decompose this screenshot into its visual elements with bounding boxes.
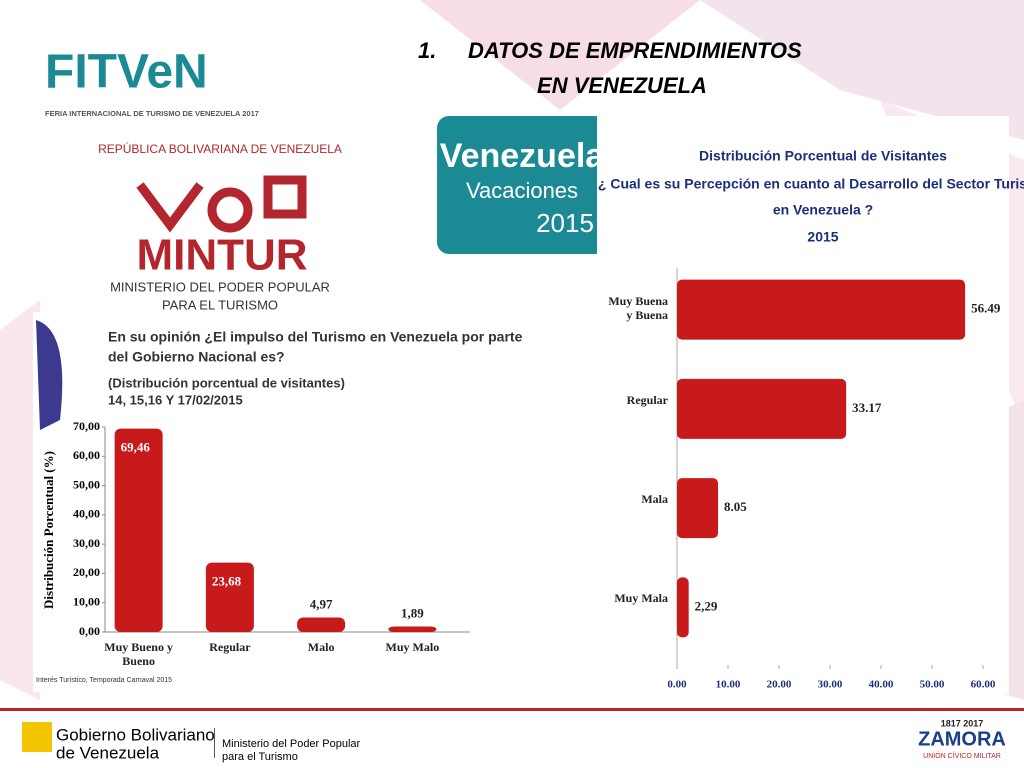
category-label: Muy Mala xyxy=(614,591,668,606)
divider xyxy=(214,728,215,758)
value-label: 23,68 xyxy=(212,574,242,589)
mintur-icon xyxy=(136,175,307,233)
x-tick-label: 50.00 xyxy=(920,679,945,691)
vacaciones-logo xyxy=(437,116,607,254)
category-label: Malo xyxy=(307,640,335,654)
chart-title: del Gobierno Nacional es? xyxy=(108,349,285,365)
x-tick-label: 30.00 xyxy=(818,679,843,691)
logo-text: PARA EL TURISMO xyxy=(162,297,278,312)
footer-text: 1817 2017 xyxy=(941,718,984,728)
x-tick-label: 10.00 xyxy=(716,679,741,691)
category-label: Regular xyxy=(626,392,668,407)
chart-title: Distribución Porcentual de Visitantes xyxy=(699,148,947,164)
panel-decor xyxy=(36,320,63,430)
logo-text: MINTUR xyxy=(136,231,307,280)
logo-text: FERIA INTERNACIONAL DE TURISMO DE VENEZU… xyxy=(45,109,259,118)
category-label: Muy Malo xyxy=(385,640,440,654)
y-tick-label: 70,00 xyxy=(73,419,100,433)
footer-text: Gobierno Bolivariano xyxy=(56,725,215,744)
x-tick-label: 0.00 xyxy=(667,679,687,691)
chart-subtitle: (Distribución porcentual de visitantes) xyxy=(108,375,345,390)
logo-text: MINISTERIO DEL PODER POPULAR xyxy=(110,279,330,294)
value-label: 8.05 xyxy=(724,499,747,514)
bar xyxy=(677,577,689,638)
category-label: Regular xyxy=(626,392,668,407)
chart-title: ¿ Cual es su Percepción en cuanto al Des… xyxy=(598,176,1024,192)
y-tick-label: 0,00 xyxy=(79,624,100,638)
x-tick-label: 20.00 xyxy=(767,679,792,691)
category-label: Muy Buena y Buena xyxy=(608,293,668,322)
category-label: Muy Mala xyxy=(614,591,668,606)
bar xyxy=(677,378,847,439)
category-label: Regular xyxy=(209,640,251,654)
y-tick-label: 30,00 xyxy=(73,536,100,550)
value-label: 56.49 xyxy=(971,301,1001,316)
flag-icon xyxy=(22,722,52,752)
logo-text: Vacaciones xyxy=(466,178,578,203)
logo-text: 2015 xyxy=(536,208,594,238)
footer-text: para el Turismo xyxy=(222,751,298,763)
value-label: 33.17 xyxy=(852,400,882,415)
category-label: Muy Bueno y Bueno xyxy=(104,640,173,668)
value-label: 69,46 xyxy=(121,440,151,455)
x-tick-label: 40.00 xyxy=(869,679,894,691)
chart-title: en Venezuela ? xyxy=(773,202,873,218)
footer-text: ZAMORA xyxy=(918,728,1006,750)
logo-text: Venezuela xyxy=(440,137,606,175)
chart-subtitle: 14, 15,16 Y 17/02/2015 xyxy=(108,392,243,407)
bar xyxy=(677,279,966,340)
category-label: Malo xyxy=(307,640,335,654)
y-tick-label: 40,00 xyxy=(73,507,100,521)
category-label: Mala xyxy=(641,492,668,507)
chart-title: En su opinión ¿El impulso del Turismo en… xyxy=(108,329,523,345)
bar xyxy=(114,428,163,632)
value-label: 1,89 xyxy=(401,605,424,620)
chart-panel xyxy=(33,312,488,692)
category-label: Muy Buena y Buena xyxy=(608,293,668,322)
category-label: Muy Bueno y Bueno xyxy=(104,640,173,668)
value-label: 4,97 xyxy=(310,596,333,611)
footer-text: de Venezuela xyxy=(56,743,160,762)
x-tick-label: 60.00 xyxy=(971,679,996,691)
y-tick-label: 20,00 xyxy=(73,565,100,579)
y-tick-label: 60,00 xyxy=(73,448,100,462)
bar xyxy=(297,617,346,632)
category-label: Regular xyxy=(209,640,251,654)
bar xyxy=(205,562,254,632)
footer-text: Ministerio del Poder Popular xyxy=(222,738,361,750)
slide-title: DATOS DE EMPRENDIMIENTOS xyxy=(468,38,802,63)
y-tick-label: 10,00 xyxy=(73,594,100,608)
logo-text: FITVeN xyxy=(45,46,208,99)
slide-number: 1. xyxy=(418,38,436,63)
source-note: Interés Turístico, Temporada Carnaval 20… xyxy=(36,677,172,684)
bar xyxy=(677,478,719,539)
value-label: 2,29 xyxy=(695,598,718,613)
category-label: Mala xyxy=(641,492,668,507)
bar xyxy=(388,626,437,632)
chart-title: 2015 xyxy=(807,229,838,245)
y-axis-label: Distribución Porcentual (%) xyxy=(41,451,56,609)
logo-text: REPÚBLICA BOLIVARIANA DE VENEZUELA xyxy=(98,141,342,156)
footer-text: UNIÓN CÍVICO MILITAR xyxy=(923,751,1001,760)
slide-title: EN VENEZUELA xyxy=(537,73,707,98)
y-tick-label: 50,00 xyxy=(73,477,100,491)
category-label: Muy Malo xyxy=(385,640,440,654)
